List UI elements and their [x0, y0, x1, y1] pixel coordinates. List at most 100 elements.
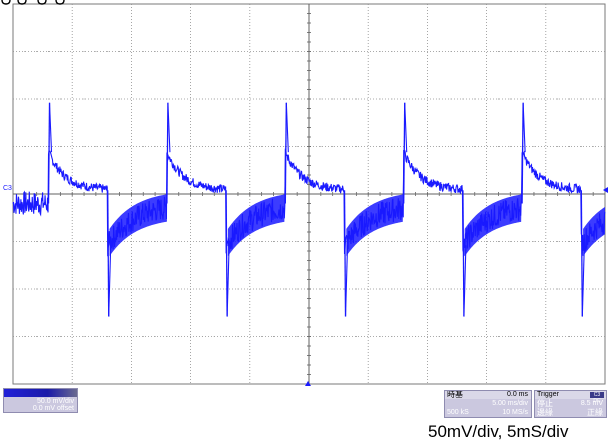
trigger-level-marker[interactable]: [603, 187, 608, 193]
grid-minor-tick: [178, 241, 180, 242]
grid-minor-tick: [509, 241, 511, 242]
grid-minor-tick: [213, 98, 215, 100]
grid-minor-tick: [497, 51, 499, 52]
grid-minor-tick: [154, 146, 156, 147]
grid-minor-tick: [403, 241, 405, 242]
grid-minor-tick: [296, 51, 298, 52]
grid-minor-tick: [296, 98, 298, 100]
grid-minor-tick: [509, 336, 511, 337]
grid-minor-tick: [592, 146, 594, 147]
grid-minor-tick: [201, 288, 203, 290]
trigger-position-marker[interactable]: [305, 381, 311, 386]
grid-minor-tick: [462, 51, 464, 52]
negative-edge-spike: [107, 190, 110, 317]
waveform-ripple-band: [583, 206, 605, 257]
grid-minor-tick: [379, 336, 381, 337]
grid-minor-tick: [142, 51, 144, 52]
grid-minor-tick: [557, 336, 559, 337]
waveform-ripple-band: [109, 194, 167, 257]
grid-minor-tick: [415, 146, 417, 147]
grid-minor-tick: [379, 98, 381, 100]
grid-minor-tick: [462, 98, 464, 100]
waveform-ripple-band: [346, 138, 404, 257]
channel-descriptor-box[interactable]: 50.0 mV/div 0.0 mV offset: [3, 388, 78, 413]
trigger-descriptor-box[interactable]: Trigger C3 DC 停止 8.5 mV 邊緣 正緣: [534, 390, 607, 418]
cut-off-figure-title: [0, 0, 80, 14]
grid-minor-tick: [332, 336, 334, 337]
grid-minor-tick: [178, 288, 180, 290]
trigger-slope: 正緣: [587, 408, 603, 417]
grid-minor-tick: [225, 288, 227, 290]
grid-minor-tick: [521, 51, 523, 52]
grid-minor-tick: [592, 98, 594, 100]
grid-minor-tick: [450, 51, 452, 52]
grid-minor-tick: [332, 51, 334, 52]
grid-minor-tick: [36, 146, 38, 147]
trigger-header: [535, 391, 606, 399]
grid-minor-tick: [48, 51, 50, 52]
graticule-grid: [12, 3, 606, 385]
grid-minor-tick: [296, 288, 298, 290]
grid-minor-tick: [403, 51, 405, 52]
grid-minor-tick: [107, 336, 109, 337]
grid-minor-tick: [344, 288, 346, 290]
positive-edge-spike: [166, 102, 169, 204]
figure-caption: 50mV/div, 5mS/div: [428, 422, 569, 441]
grid-minor-tick: [320, 146, 322, 147]
grid-minor-tick: [415, 241, 417, 242]
grid-minor-tick: [213, 336, 215, 337]
grid-minor-tick: [580, 288, 582, 290]
grid-minor-tick: [284, 288, 286, 290]
trigger-channel-badge: C3 DC: [590, 392, 604, 404]
grid-minor-tick: [509, 288, 511, 290]
grid-minor-tick: [497, 241, 499, 242]
grid-minor-tick: [403, 98, 405, 100]
grid-minor-tick: [580, 146, 582, 147]
grid-minor-tick: [355, 51, 357, 52]
positive-edge-spike: [403, 102, 406, 204]
grid-minor-tick: [95, 146, 97, 147]
grid-minor-tick: [474, 336, 476, 337]
grid-minor-tick: [320, 288, 322, 290]
grid-minor-tick: [83, 336, 85, 337]
grid-minor-tick: [24, 51, 26, 52]
positive-spike-fall: [522, 102, 526, 153]
grid-minor-tick: [48, 98, 50, 100]
grid-minor-tick: [95, 288, 97, 290]
grid-minor-tick: [497, 288, 499, 290]
grid-minor-tick: [107, 146, 109, 147]
grid-minor-tick: [142, 336, 144, 337]
grid-minor-tick: [568, 98, 570, 100]
grid-minor-tick: [391, 51, 393, 52]
grid-minor-tick: [201, 51, 203, 52]
grid-minor-tick: [391, 146, 393, 147]
timebase-sample-rate: 10 MS/s: [502, 409, 528, 416]
grid-minor-tick: [59, 336, 61, 337]
timebase-descriptor-box[interactable]: 時基 0.0 ms 5.00 ms/div 500 kS 10 MS/s: [444, 390, 532, 418]
grid-minor-tick: [48, 288, 50, 290]
grid-minor-tick: [296, 241, 298, 242]
grid-minor-tick: [142, 288, 144, 290]
grid-minor-tick: [213, 51, 215, 52]
grid-minor-tick: [83, 98, 85, 100]
grid-minor-tick: [83, 51, 85, 52]
grid-minor-tick: [95, 98, 97, 100]
grid-minor-tick: [154, 241, 156, 242]
timebase-samples: 500 kS: [447, 409, 469, 416]
grid-minor-tick: [533, 98, 535, 100]
grid-minor-tick: [462, 288, 464, 290]
grid-minor-tick: [438, 288, 440, 290]
grid-minor-tick: [154, 336, 156, 337]
grid-minor-tick: [284, 241, 286, 242]
grid-minor-tick: [261, 336, 263, 337]
positive-edge-spike: [47, 102, 51, 204]
channel-color-swatch: [4, 389, 77, 397]
grid-minor-tick: [237, 288, 239, 290]
positive-spike-fall: [167, 102, 171, 153]
grid-minor-tick: [521, 98, 523, 100]
grid-minor-tick: [272, 146, 274, 147]
grid-minor-tick: [83, 241, 85, 242]
grid-minor-tick: [580, 98, 582, 100]
grid-minor-tick: [272, 288, 274, 290]
